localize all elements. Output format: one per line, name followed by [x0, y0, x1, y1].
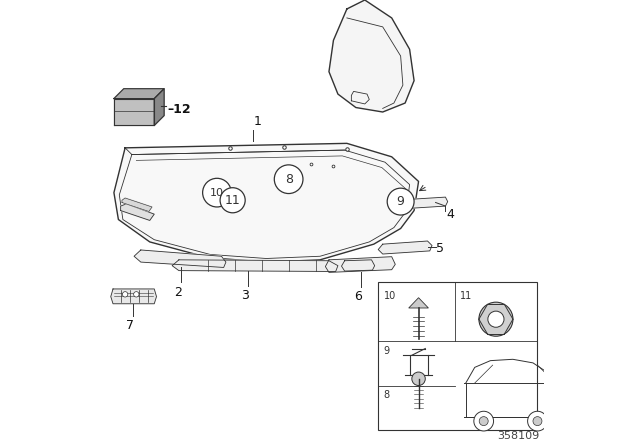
Circle shape [479, 302, 513, 336]
Text: 11: 11 [225, 194, 241, 207]
Circle shape [527, 411, 547, 431]
Text: 9: 9 [397, 195, 404, 208]
Text: 8: 8 [285, 172, 292, 186]
Text: 1: 1 [253, 115, 262, 128]
Text: 6: 6 [354, 290, 362, 303]
Text: 8: 8 [383, 390, 390, 400]
Polygon shape [325, 257, 396, 272]
Circle shape [412, 372, 426, 385]
Circle shape [134, 292, 139, 297]
Text: 9: 9 [383, 346, 390, 356]
Circle shape [203, 178, 231, 207]
Text: 11: 11 [460, 291, 472, 301]
Polygon shape [378, 241, 432, 254]
Text: 7: 7 [125, 319, 134, 332]
Text: 10: 10 [383, 291, 396, 301]
Circle shape [220, 188, 245, 213]
Circle shape [387, 188, 414, 215]
Circle shape [479, 417, 488, 426]
Polygon shape [409, 298, 428, 308]
Polygon shape [134, 250, 226, 267]
Text: 10: 10 [210, 188, 224, 198]
Text: 3: 3 [241, 289, 249, 302]
Polygon shape [114, 143, 419, 262]
Polygon shape [407, 197, 448, 208]
Text: 358109: 358109 [497, 431, 540, 441]
Circle shape [533, 417, 542, 426]
Polygon shape [122, 198, 152, 211]
Polygon shape [114, 89, 164, 99]
Circle shape [275, 165, 303, 194]
Text: 5: 5 [436, 242, 445, 255]
Polygon shape [329, 0, 414, 112]
Bar [378, 282, 538, 430]
Circle shape [488, 311, 504, 327]
Polygon shape [172, 260, 338, 271]
Polygon shape [111, 289, 157, 304]
Polygon shape [114, 99, 154, 125]
Polygon shape [154, 89, 164, 125]
Text: –12: –12 [168, 103, 191, 116]
Text: 2: 2 [174, 286, 182, 299]
Text: 4: 4 [447, 208, 454, 221]
Circle shape [474, 411, 493, 431]
Circle shape [122, 292, 128, 297]
Polygon shape [121, 204, 154, 220]
